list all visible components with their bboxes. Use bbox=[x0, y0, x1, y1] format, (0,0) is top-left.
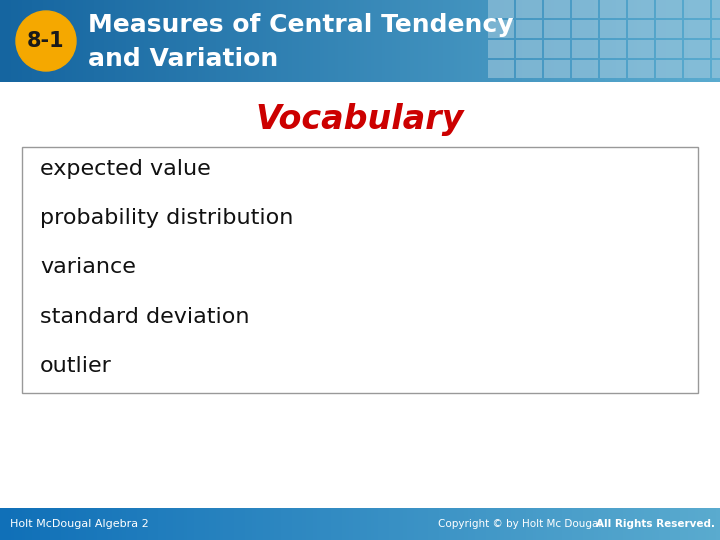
Bar bbox=[488, 60, 514, 78]
Bar bbox=[544, 0, 570, 18]
Bar bbox=[600, 60, 626, 78]
Bar bbox=[712, 60, 720, 78]
Text: probability distribution: probability distribution bbox=[40, 208, 293, 228]
Bar bbox=[656, 0, 682, 18]
Text: and Variation: and Variation bbox=[88, 47, 278, 71]
Circle shape bbox=[16, 11, 76, 71]
Bar bbox=[516, 60, 542, 78]
Bar bbox=[516, 20, 542, 38]
Bar bbox=[712, 20, 720, 38]
Bar bbox=[544, 60, 570, 78]
Bar bbox=[684, 60, 710, 78]
Bar bbox=[656, 40, 682, 58]
Text: Holt McDougal Algebra 2: Holt McDougal Algebra 2 bbox=[10, 519, 149, 529]
Bar bbox=[684, 0, 710, 18]
Bar bbox=[572, 20, 598, 38]
Text: All Rights Reserved.: All Rights Reserved. bbox=[596, 519, 715, 529]
Text: outlier: outlier bbox=[40, 356, 112, 376]
Bar bbox=[488, 0, 514, 18]
Bar bbox=[656, 20, 682, 38]
Text: 8-1: 8-1 bbox=[27, 31, 65, 51]
Bar bbox=[600, 40, 626, 58]
Text: expected value: expected value bbox=[40, 159, 211, 179]
Bar bbox=[684, 40, 710, 58]
Bar bbox=[572, 60, 598, 78]
Bar bbox=[684, 20, 710, 38]
Bar bbox=[600, 0, 626, 18]
Bar bbox=[544, 40, 570, 58]
Bar bbox=[628, 0, 654, 18]
Bar bbox=[572, 40, 598, 58]
Bar bbox=[516, 40, 542, 58]
Bar bbox=[628, 60, 654, 78]
Text: variance: variance bbox=[40, 258, 136, 278]
FancyBboxPatch shape bbox=[22, 147, 698, 393]
Bar bbox=[712, 0, 720, 18]
Bar bbox=[488, 20, 514, 38]
Bar bbox=[712, 40, 720, 58]
Text: Copyright © by Holt Mc Dougal.: Copyright © by Holt Mc Dougal. bbox=[438, 519, 608, 529]
Text: Vocabulary: Vocabulary bbox=[256, 104, 464, 137]
Bar bbox=[544, 20, 570, 38]
Bar bbox=[628, 20, 654, 38]
Bar bbox=[488, 40, 514, 58]
Bar bbox=[600, 20, 626, 38]
Bar bbox=[628, 40, 654, 58]
Bar bbox=[516, 0, 542, 18]
Bar bbox=[572, 0, 598, 18]
Text: Measures of Central Tendency: Measures of Central Tendency bbox=[88, 12, 513, 37]
Bar bbox=[656, 60, 682, 78]
Text: standard deviation: standard deviation bbox=[40, 307, 250, 327]
